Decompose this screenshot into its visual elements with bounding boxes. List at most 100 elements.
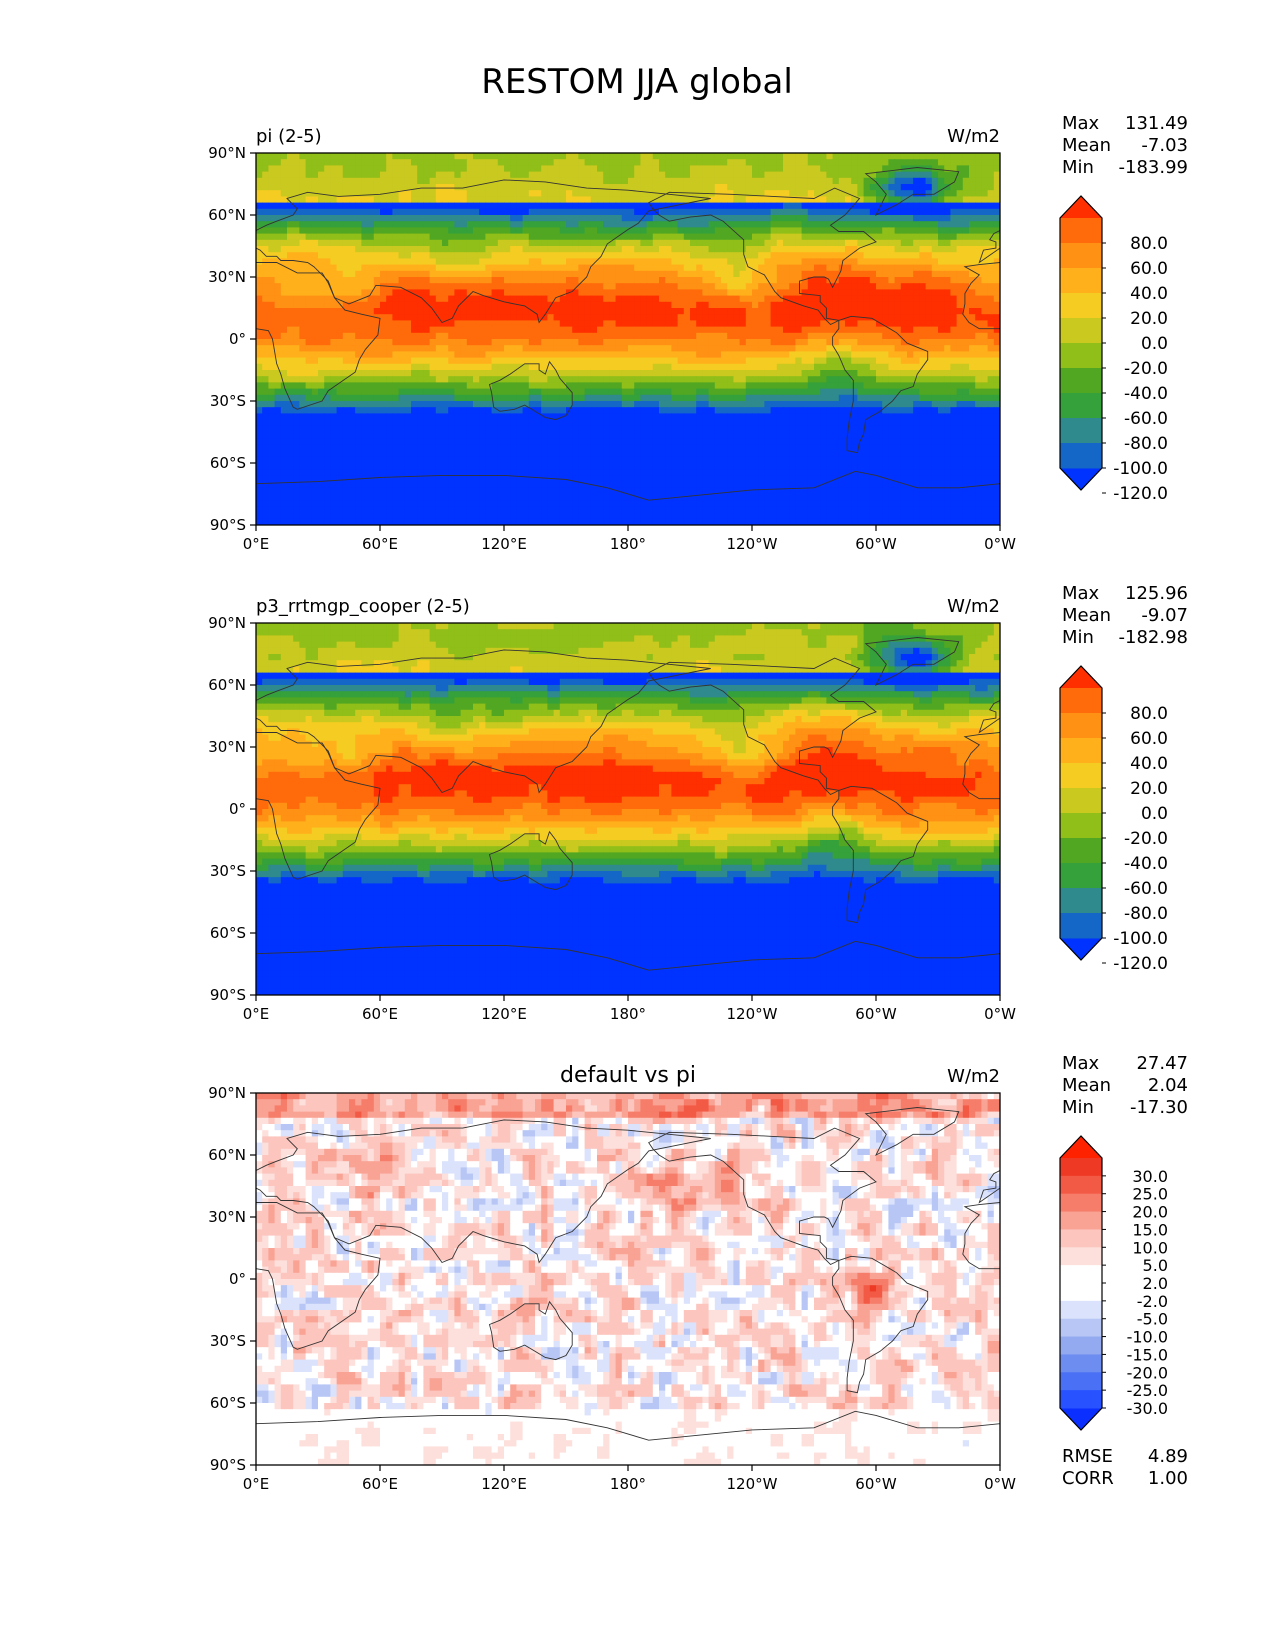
field-cell [566, 308, 573, 315]
field-cell [863, 258, 871, 266]
field-cell [814, 208, 821, 216]
field-cell [708, 345, 716, 352]
field-cell [361, 351, 369, 359]
field-cell [733, 171, 741, 179]
field-cell [652, 370, 660, 377]
field-cell [671, 270, 679, 278]
field-cell [367, 227, 375, 235]
field-cell [621, 177, 629, 185]
field-cell [311, 177, 319, 185]
field-cell [814, 363, 821, 371]
field-cell [460, 239, 468, 247]
field-cell [404, 215, 412, 222]
field-cell [559, 339, 567, 346]
field-cell [789, 202, 796, 210]
field-cell [987, 394, 995, 402]
field-cell [708, 196, 716, 204]
field-cell [336, 339, 344, 346]
field-cell [727, 171, 734, 179]
field-cell [671, 370, 679, 377]
field-cell [857, 289, 865, 297]
field-cell [739, 270, 747, 278]
field-cell [938, 239, 945, 247]
field-cell [776, 277, 784, 284]
field-cell [479, 221, 486, 228]
field-cell [287, 221, 294, 228]
field-cell [361, 277, 369, 284]
field-cell [311, 165, 319, 173]
field-cell [993, 215, 1000, 222]
field-cell [944, 159, 951, 166]
field-cell [615, 401, 623, 408]
field-cell [522, 308, 530, 315]
field-cell [274, 376, 282, 383]
field-cell [938, 165, 945, 173]
field-cell [392, 171, 400, 179]
field-cell [361, 246, 369, 253]
field-cell [566, 326, 573, 334]
field-cell [975, 326, 982, 334]
field-cell [913, 239, 920, 247]
field-cell [435, 314, 443, 321]
field-cell [677, 252, 685, 259]
field-cell [411, 208, 418, 216]
field-cell [423, 227, 431, 235]
field-cell [429, 246, 437, 253]
field-cell [770, 345, 778, 352]
field-cell [318, 320, 325, 328]
field-cell [925, 184, 933, 191]
field-cell [857, 215, 865, 222]
field-cell [925, 370, 933, 377]
field-cell [491, 233, 499, 241]
field-cell [851, 401, 858, 408]
field-cell [721, 190, 728, 197]
field-cell [404, 363, 412, 371]
field-cell [900, 351, 908, 359]
field-cell [572, 320, 579, 328]
field-cell [578, 239, 586, 247]
field-cell [491, 351, 499, 359]
field-cell [708, 208, 716, 216]
field-cell [324, 345, 331, 352]
field-cell [938, 258, 945, 266]
field-cell [801, 283, 809, 290]
field-cell [671, 184, 679, 191]
field-cell [429, 407, 437, 414]
field-cell [962, 184, 970, 191]
field-cell [404, 202, 412, 210]
field-cell [280, 345, 288, 352]
field-cell [528, 394, 536, 402]
field-cell [820, 264, 827, 272]
field-cell [559, 177, 567, 185]
field-cell [745, 196, 753, 204]
field-cell [863, 332, 871, 340]
field-cell [683, 332, 691, 340]
field-cell [752, 202, 759, 210]
field-cell [938, 252, 945, 259]
field-cell [485, 376, 493, 383]
field-cell [621, 394, 629, 402]
field-cell [745, 277, 753, 284]
field-cell [392, 270, 400, 278]
field-cell [919, 227, 927, 235]
field-cell [876, 301, 883, 309]
field-cell [913, 277, 920, 284]
field-cell [944, 177, 951, 185]
field-cell [367, 394, 375, 402]
field-cell [528, 190, 536, 197]
field-cell [907, 221, 914, 228]
field-cell [584, 190, 592, 197]
field-cell [659, 308, 666, 315]
field-cell [752, 215, 759, 222]
field-cell [411, 394, 418, 402]
field-cell [962, 394, 970, 402]
field-cell [280, 177, 288, 185]
field-cell [801, 388, 809, 396]
field-cell [597, 270, 604, 278]
field-cell [429, 289, 437, 297]
field-cell [342, 252, 350, 259]
field-cell [330, 184, 338, 191]
field-cell [708, 239, 716, 247]
field-cell [448, 382, 455, 390]
field-cell [721, 239, 728, 247]
